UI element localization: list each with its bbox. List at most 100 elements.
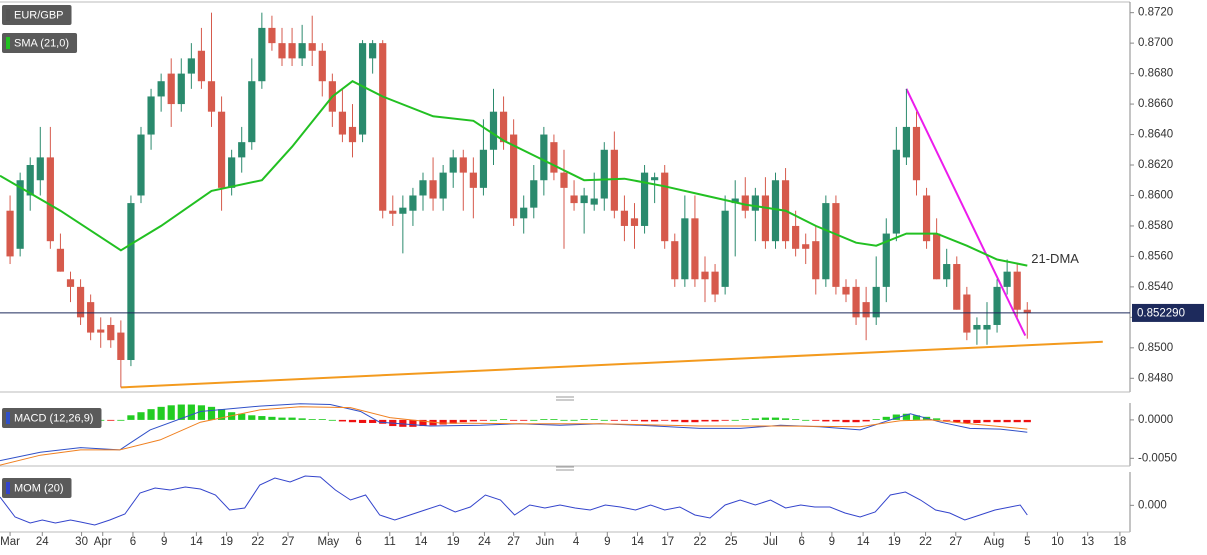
panel-handles bbox=[556, 396, 574, 471]
candle-body bbox=[429, 180, 437, 199]
legend-box bbox=[2, 5, 72, 25]
histogram-bar bbox=[157, 406, 165, 420]
histogram-bar bbox=[369, 419, 377, 423]
trendline bbox=[120, 340, 1103, 389]
histogram-bar bbox=[651, 419, 659, 422]
candle-body bbox=[701, 271, 709, 280]
legend-swatch bbox=[6, 482, 10, 494]
x-tick-label: 13 bbox=[1081, 536, 1094, 548]
candle-body bbox=[298, 43, 306, 59]
candle-body bbox=[419, 180, 427, 196]
candle-body bbox=[379, 43, 387, 211]
candle-body bbox=[268, 27, 276, 44]
histogram-bar bbox=[308, 419, 316, 420]
candle-body bbox=[963, 294, 971, 333]
candle-body bbox=[610, 149, 618, 211]
x-tick-label: 10 bbox=[1051, 536, 1064, 548]
histogram-bar bbox=[268, 416, 276, 420]
candle-body bbox=[993, 286, 1001, 325]
candle-body bbox=[902, 126, 911, 158]
histogram-bar bbox=[298, 418, 306, 420]
histogram-bar bbox=[489, 419, 498, 421]
candle-body bbox=[1003, 271, 1011, 287]
candle-body bbox=[409, 195, 417, 211]
candle-body bbox=[751, 195, 759, 211]
candle-body bbox=[167, 73, 175, 105]
x-tick-label: Apr bbox=[94, 536, 112, 548]
candle-body bbox=[228, 157, 236, 188]
candle-body bbox=[107, 324, 115, 341]
x-tick-label: 14 bbox=[190, 536, 203, 548]
x-tick-label: 19 bbox=[220, 536, 233, 548]
histogram-bar bbox=[419, 419, 427, 427]
candle-body bbox=[147, 96, 155, 135]
candle-body bbox=[600, 149, 608, 199]
legend-label: EUR/GBP bbox=[14, 9, 64, 21]
x-tick-label: 27 bbox=[507, 536, 520, 548]
histogram-bar bbox=[238, 413, 246, 420]
x-tick-label: 27 bbox=[949, 536, 962, 548]
histogram-bar bbox=[852, 419, 860, 423]
histogram-bar bbox=[439, 419, 447, 425]
x-tick-label: 24 bbox=[478, 536, 491, 548]
candle-body bbox=[258, 27, 266, 82]
candle-body bbox=[771, 180, 780, 242]
legend-box bbox=[2, 478, 72, 498]
histogram-bar bbox=[943, 419, 951, 421]
legend-label: MOM (20) bbox=[14, 482, 64, 494]
candle-body bbox=[117, 332, 125, 361]
histogram-bar bbox=[761, 417, 770, 420]
candle-body bbox=[489, 111, 498, 150]
histogram-bar bbox=[832, 419, 840, 422]
x-tick-label: 22 bbox=[919, 536, 932, 548]
candle-body bbox=[681, 218, 689, 280]
sma-line bbox=[0, 80, 1028, 267]
candle-body bbox=[651, 177, 659, 181]
candle-body bbox=[187, 58, 195, 74]
candle-body bbox=[922, 195, 931, 242]
candle-body bbox=[731, 198, 739, 204]
legend-label: MACD (12,26,9) bbox=[14, 412, 93, 424]
legend-swatch bbox=[6, 9, 10, 21]
x-tick-label: Jun bbox=[536, 536, 555, 548]
x-tick-label: 14 bbox=[631, 536, 644, 548]
x-tick-label: 5 bbox=[1024, 536, 1030, 548]
y-tick-label: 0.8580 bbox=[1138, 220, 1173, 232]
histogram-bar bbox=[570, 419, 578, 421]
candle-body bbox=[207, 81, 216, 112]
y-tick-label: 0.8680 bbox=[1138, 68, 1173, 80]
histogram-bar bbox=[1003, 419, 1011, 423]
legend: SMA (21,0) bbox=[2, 33, 78, 53]
histogram-bar bbox=[802, 419, 810, 421]
histogram-bar bbox=[721, 419, 729, 421]
candle-body bbox=[499, 111, 508, 143]
histogram-bar bbox=[479, 419, 488, 421]
y-tick-label: 0.8540 bbox=[1138, 281, 1173, 293]
candle-body bbox=[510, 134, 518, 219]
histogram-bar bbox=[510, 419, 518, 421]
histogram-bar bbox=[701, 419, 709, 422]
histogram-bar bbox=[348, 419, 357, 423]
histogram-bar bbox=[459, 419, 467, 423]
histogram-bar bbox=[127, 415, 135, 420]
candle-body bbox=[469, 172, 477, 188]
legend-box bbox=[2, 408, 102, 428]
histogram-bar bbox=[469, 419, 477, 422]
histogram-bar bbox=[358, 419, 367, 423]
y-tick-label: 0.0000 bbox=[1138, 414, 1173, 426]
histogram-bar bbox=[963, 419, 971, 423]
candle-body bbox=[872, 286, 880, 318]
x-tick-label: 14 bbox=[415, 536, 428, 548]
y-tick-label: 0.000 bbox=[1138, 499, 1167, 511]
legend-label: SMA (21,0) bbox=[14, 37, 69, 49]
candle-body bbox=[137, 134, 145, 196]
candle-body bbox=[520, 207, 528, 219]
candle-body bbox=[882, 233, 890, 287]
candle-body bbox=[389, 210, 397, 214]
histogram-bar bbox=[560, 419, 568, 421]
candle-body bbox=[1013, 271, 1021, 310]
candle-body bbox=[862, 302, 870, 318]
x-tick-label: 6 bbox=[130, 536, 136, 548]
histogram-bar bbox=[620, 419, 629, 421]
candle-body bbox=[711, 271, 719, 295]
